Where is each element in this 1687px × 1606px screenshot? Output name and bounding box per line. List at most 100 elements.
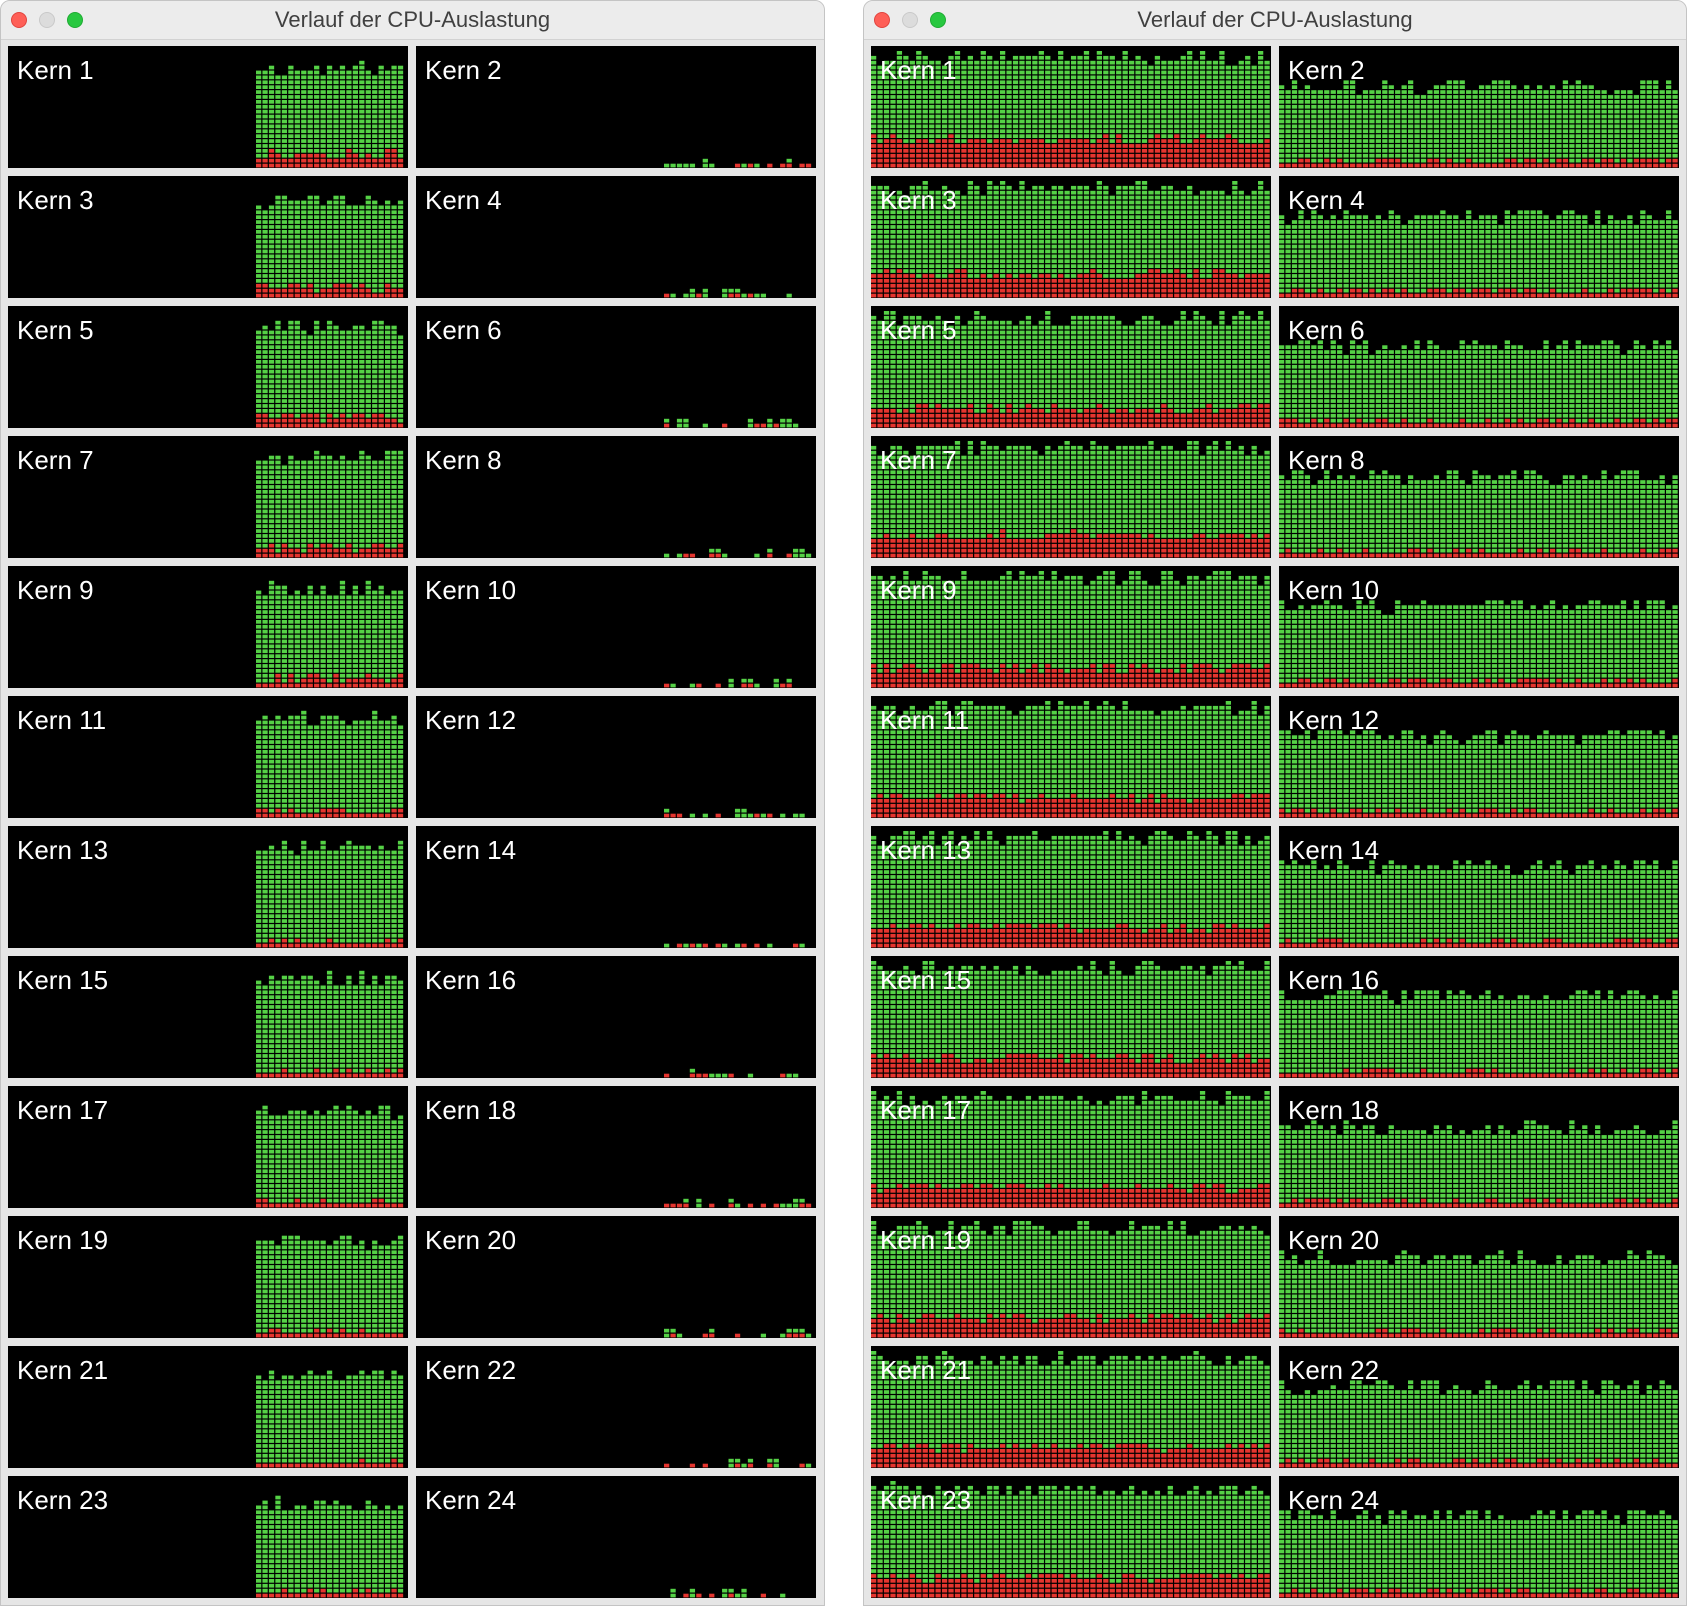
core-usage-graph — [871, 831, 1270, 948]
core-label: Kern 11 — [17, 705, 106, 736]
core-usage-graph — [664, 1458, 812, 1468]
core-panel: Kern 4 — [416, 176, 816, 298]
core-panel: Kern 22 — [1279, 1346, 1679, 1468]
core-usage-graph — [1279, 730, 1678, 818]
core-usage-graph — [871, 1221, 1270, 1338]
core-label: Kern 22 — [1288, 1355, 1379, 1386]
core-panel: Kern 15 — [8, 956, 408, 1078]
core-panel: Kern 21 — [8, 1346, 408, 1468]
core-label: Kern 20 — [425, 1225, 516, 1256]
core-usage-graph — [664, 808, 805, 818]
core-panel: Kern 13 — [8, 826, 408, 948]
core-usage-graph — [256, 195, 404, 298]
core-label: Kern 10 — [1288, 575, 1379, 606]
core-label: Kern 6 — [1288, 315, 1365, 346]
core-label: Kern 2 — [425, 55, 502, 86]
core-label: Kern 24 — [1288, 1485, 1379, 1516]
core-label: Kern 6 — [425, 315, 502, 346]
core-label: Kern 3 — [17, 185, 94, 216]
core-label: Kern 19 — [17, 1225, 108, 1256]
core-usage-graph — [871, 1351, 1270, 1468]
core-usage-graph — [871, 701, 1270, 818]
core-label: Kern 1 — [880, 55, 957, 86]
core-panel: Kern 12 — [1279, 696, 1679, 818]
core-label: Kern 10 — [425, 575, 516, 606]
core-usage-graph — [664, 943, 805, 948]
core-panel: Kern 23 — [871, 1476, 1271, 1598]
core-panel: Kern 11 — [8, 696, 408, 818]
core-usage-graph — [664, 1328, 812, 1338]
core-label: Kern 12 — [1288, 705, 1379, 736]
core-panel: Kern 24 — [416, 1476, 816, 1598]
core-usage-graph — [256, 450, 404, 558]
core-panel: Kern 6 — [416, 306, 816, 428]
core-usage-graph — [256, 320, 404, 428]
core-panel: Kern 3 — [8, 176, 408, 298]
core-usage-graph — [664, 288, 792, 298]
title-bar[interactable]: Verlauf der CPU-Auslastung — [1, 1, 824, 40]
core-usage-graph — [1279, 470, 1678, 558]
core-panel: Kern 6 — [1279, 306, 1679, 428]
core-usage-graph — [256, 60, 404, 168]
minimize-button[interactable] — [902, 12, 918, 28]
close-button[interactable] — [11, 12, 27, 28]
close-button[interactable] — [874, 12, 890, 28]
core-usage-graph — [871, 441, 1270, 558]
core-label: Kern 15 — [17, 965, 108, 996]
core-usage-graph — [664, 418, 799, 428]
window-title: Verlauf der CPU-Auslastung — [1, 1, 824, 39]
cpu-history-window-left: Verlauf der CPU-Auslastung Kern 1 Kern 2 K… — [0, 0, 825, 1606]
core-panel: Kern 15 — [871, 956, 1271, 1078]
minimize-button[interactable] — [39, 12, 55, 28]
core-label: Kern 4 — [1288, 185, 1365, 216]
core-label: Kern 20 — [1288, 1225, 1379, 1256]
core-label: Kern 13 — [880, 835, 971, 866]
core-label: Kern 13 — [17, 835, 108, 866]
core-usage-graph — [1279, 600, 1678, 688]
core-panel: Kern 9 — [8, 566, 408, 688]
cpu-history-window-right: Verlauf der CPU-Auslastung Kern 1 Kern 2 K… — [863, 0, 1687, 1606]
core-label: Kern 7 — [880, 445, 957, 476]
core-label: Kern 5 — [17, 315, 94, 346]
core-panel: Kern 19 — [871, 1216, 1271, 1338]
core-usage-graph — [1279, 80, 1678, 168]
core-label: Kern 4 — [425, 185, 502, 216]
core-label: Kern 2 — [1288, 55, 1365, 86]
zoom-button[interactable] — [930, 12, 946, 28]
core-panel: Kern 10 — [1279, 566, 1679, 688]
core-usage-graph — [1279, 990, 1678, 1078]
core-usage-graph — [871, 571, 1270, 688]
core-usage-graph — [1279, 340, 1678, 428]
title-bar[interactable]: Verlauf der CPU-Auslastung — [864, 1, 1686, 40]
core-usage-graph — [871, 1091, 1270, 1208]
core-panel: Kern 24 — [1279, 1476, 1679, 1598]
core-label: Kern 21 — [880, 1355, 971, 1386]
core-usage-graph — [256, 1495, 404, 1598]
core-label: Kern 18 — [1288, 1095, 1379, 1126]
core-usage-graph — [1279, 860, 1678, 948]
core-panel: Kern 4 — [1279, 176, 1679, 298]
core-panel: Kern 14 — [1279, 826, 1679, 948]
core-panel: Kern 11 — [871, 696, 1271, 818]
core-label: Kern 23 — [17, 1485, 108, 1516]
core-panel: Kern 8 — [1279, 436, 1679, 558]
core-panel: Kern 17 — [8, 1086, 408, 1208]
core-usage-graph — [256, 970, 404, 1078]
core-panel: Kern 5 — [871, 306, 1271, 428]
core-panel: Kern 16 — [1279, 956, 1679, 1078]
zoom-button[interactable] — [67, 12, 83, 28]
core-panel: Kern 19 — [8, 1216, 408, 1338]
core-label: Kern 9 — [17, 575, 94, 606]
core-panel: Kern 13 — [871, 826, 1271, 948]
core-usage-graph — [871, 51, 1270, 168]
core-usage-graph — [664, 548, 812, 558]
core-panel: Kern 17 — [871, 1086, 1271, 1208]
core-label: Kern 24 — [425, 1485, 516, 1516]
core-label: Kern 16 — [425, 965, 516, 996]
core-panel: Kern 20 — [416, 1216, 816, 1338]
core-usage-graph — [256, 1370, 404, 1468]
core-usage-graph — [1279, 1510, 1678, 1598]
core-panel: Kern 3 — [871, 176, 1271, 298]
core-usage-graph — [871, 181, 1270, 298]
core-panel: Kern 23 — [8, 1476, 408, 1598]
